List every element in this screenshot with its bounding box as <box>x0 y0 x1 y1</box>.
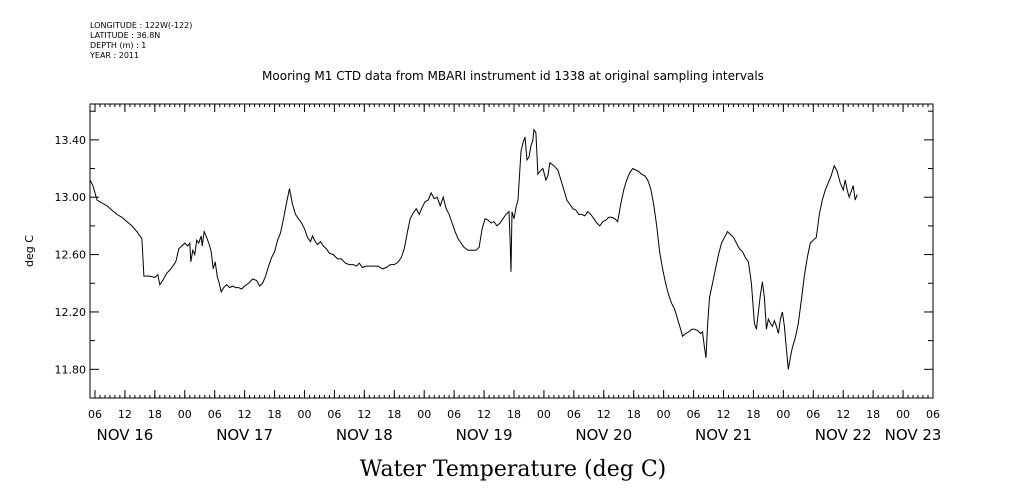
x-axis: 06 12 18 00 06 12 18 00 06 12 18 00 06 12 18 00 06 12 18 00… <box>88 104 940 421</box>
x-hour-tick-label: 12 <box>238 408 252 421</box>
x-hour-tick-label: 00 <box>297 408 311 421</box>
year-label: YEAR : 2011 <box>90 51 140 60</box>
metadata-block: LONGITUDE : 122W(-122) LATITUDE : 36.8N … <box>90 21 192 61</box>
chart-title: Mooring M1 CTD data from MBARI instrumen… <box>262 69 764 83</box>
latitude-label: LATITUDE : 36.8N <box>90 31 161 40</box>
longitude-label: LONGITUDE : 122W(-122) <box>90 21 193 30</box>
x-hour-tick-label: 00 <box>178 408 192 421</box>
x-hour-tick-label: 00 <box>776 408 790 421</box>
x-hour-tick-label: 06 <box>88 408 102 421</box>
x-hour-tick-label: 12 <box>118 408 132 421</box>
x-hour-tick-label: 18 <box>866 408 880 421</box>
x-hour-tick-label: 06 <box>447 408 461 421</box>
y-tick-label: 12.60 <box>55 249 87 262</box>
x-hour-tick-label: 00 <box>537 408 551 421</box>
x-hour-tick-label: 12 <box>716 408 730 421</box>
x-hour-tick-label: 18 <box>746 408 760 421</box>
y-tick-label: 12.20 <box>55 306 87 319</box>
x-hour-tick-label: 06 <box>208 408 222 421</box>
x-hour-tick-label: 06 <box>567 408 581 421</box>
x-date-label: NOV 19 <box>456 426 513 444</box>
series-line-water-temperature <box>89 128 858 370</box>
y-tick-label: 13.00 <box>55 191 87 204</box>
x-date-label: NOV 16 <box>96 426 153 444</box>
x-date-label: NOV 21 <box>695 426 752 444</box>
x-hour-tick-label: 18 <box>387 408 401 421</box>
x-date-label: NOV 17 <box>216 426 273 444</box>
y-axis-label: deg C <box>23 235 36 267</box>
y-tick-label: 11.80 <box>55 363 87 376</box>
x-hour-tick-label: 06 <box>327 408 341 421</box>
x-hour-tick-label: 00 <box>417 408 431 421</box>
x-hour-tick-label: 06 <box>687 408 701 421</box>
x-hour-tick-label: 12 <box>357 408 371 421</box>
x-date-label: NOV 22 <box>815 426 872 444</box>
y-tick-label: 13.40 <box>55 134 87 147</box>
plot-frame <box>89 103 934 399</box>
x-hour-tick-label: 18 <box>148 408 162 421</box>
x-hour-tick-label: 00 <box>657 408 671 421</box>
x-hour-tick-label: 18 <box>627 408 641 421</box>
x-hour-tick-label: 12 <box>597 408 611 421</box>
x-hour-tick-label: 06 <box>806 408 820 421</box>
date-axis: NOV 16 NOV 17 NOV 18 NOV 19 NOV 20 NOV 21 NOV … <box>96 426 941 444</box>
x-date-label: NOV 20 <box>575 426 632 444</box>
x-hour-tick-label: 00 <box>896 408 910 421</box>
x-hour-tick-label: 12 <box>477 408 491 421</box>
x-axis-label: Water Temperature (deg C) <box>360 457 667 482</box>
depth-label: DEPTH (m) : 1 <box>90 41 147 50</box>
x-hour-tick-label: 12 <box>836 408 850 421</box>
x-hour-tick-label: 18 <box>507 408 521 421</box>
x-hour-tick-label: 18 <box>268 408 282 421</box>
x-hour-tick-label: 06 <box>926 408 940 421</box>
x-date-label: NOV 23 <box>885 426 942 444</box>
x-date-label: NOV 18 <box>336 426 393 444</box>
y-axis: 11.80 12.20 12.60 13.00 13.40 <box>55 110 933 376</box>
